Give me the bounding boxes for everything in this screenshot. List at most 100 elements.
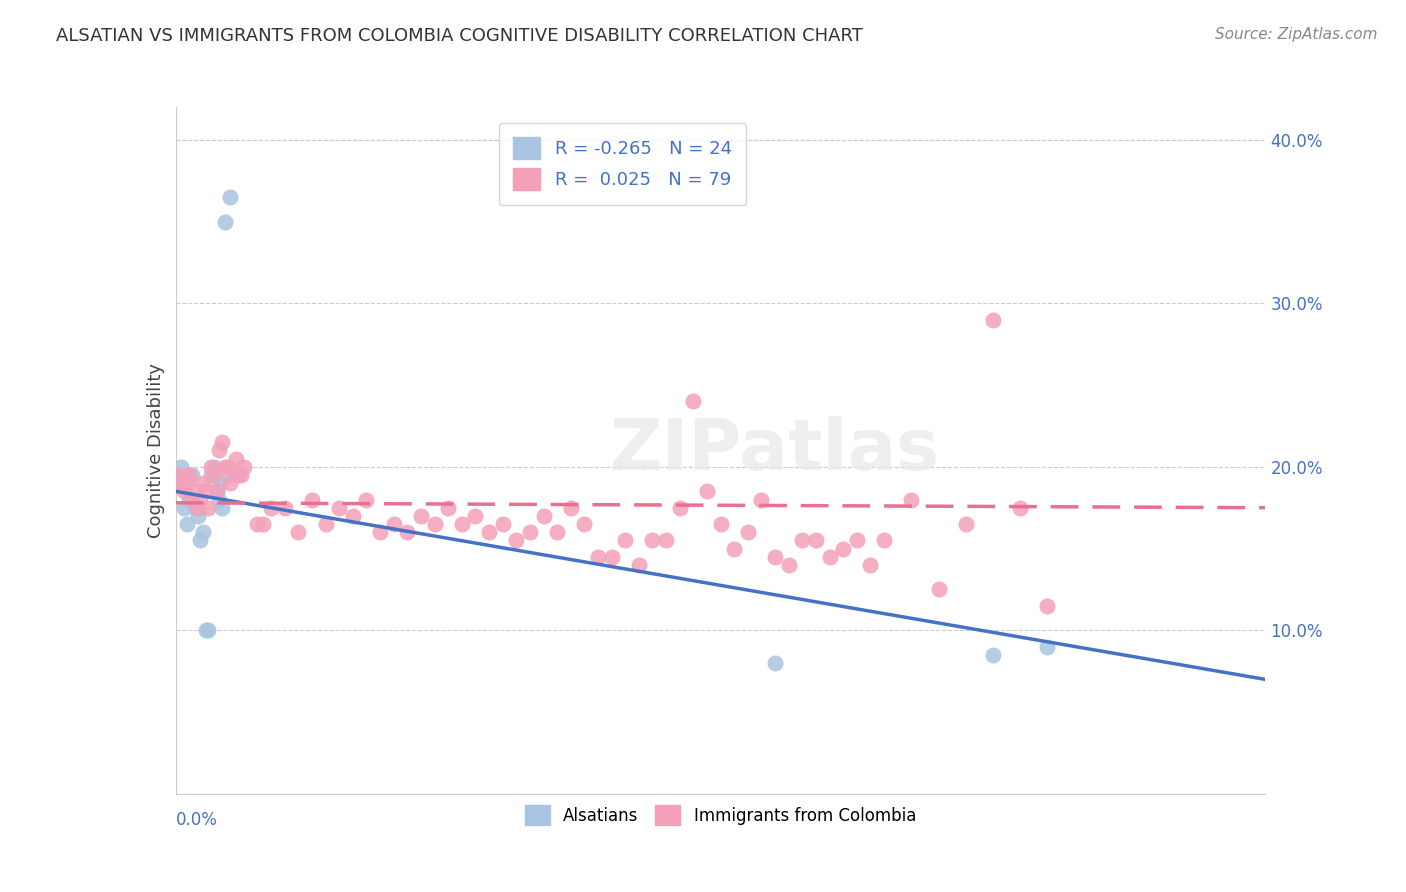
Point xyxy=(217,459,239,474)
Point xyxy=(232,459,254,474)
Point xyxy=(492,516,515,531)
Point xyxy=(763,549,786,564)
Text: Source: ZipAtlas.com: Source: ZipAtlas.com xyxy=(1215,27,1378,42)
Point xyxy=(342,508,364,523)
Point xyxy=(546,525,568,540)
Text: 0.0%: 0.0% xyxy=(176,811,218,829)
Point xyxy=(478,525,501,540)
Point xyxy=(574,516,596,531)
Point xyxy=(188,492,211,507)
Point xyxy=(287,525,309,540)
Point xyxy=(315,516,337,531)
Text: ALSATIAN VS IMMIGRANTS FROM COLOMBIA COGNITIVE DISABILITY CORRELATION CHART: ALSATIAN VS IMMIGRANTS FROM COLOMBIA COG… xyxy=(56,27,863,45)
Point xyxy=(194,484,217,499)
Point xyxy=(955,516,977,531)
Point xyxy=(170,476,193,491)
Point xyxy=(818,549,841,564)
Point xyxy=(246,516,269,531)
Point xyxy=(519,525,541,540)
Point xyxy=(423,516,446,531)
Point xyxy=(586,549,609,564)
Point xyxy=(723,541,745,556)
Point xyxy=(208,476,231,491)
Point xyxy=(214,214,236,228)
Point xyxy=(845,533,868,548)
Point xyxy=(873,533,896,548)
Point xyxy=(191,476,214,491)
Point xyxy=(274,500,297,515)
Point xyxy=(197,500,219,515)
Point xyxy=(217,467,239,482)
Point xyxy=(832,541,855,556)
Point xyxy=(409,508,432,523)
Point xyxy=(1036,640,1059,654)
Point xyxy=(219,476,242,491)
Point xyxy=(208,492,231,507)
Point xyxy=(928,582,950,597)
Point xyxy=(804,533,827,548)
Point xyxy=(211,435,233,450)
Point xyxy=(859,558,882,572)
Point xyxy=(173,484,195,499)
Point xyxy=(464,508,486,523)
Point xyxy=(184,484,207,499)
Point xyxy=(641,533,664,548)
Point xyxy=(202,459,225,474)
Point xyxy=(900,492,922,507)
Point xyxy=(1036,599,1059,613)
Point xyxy=(219,190,242,204)
Point xyxy=(181,492,204,507)
Text: ZIPatlas: ZIPatlas xyxy=(610,416,941,485)
Point xyxy=(368,525,391,540)
Point xyxy=(225,451,247,466)
Point xyxy=(668,500,690,515)
Point xyxy=(328,500,350,515)
Point xyxy=(981,648,1004,662)
Point xyxy=(188,533,211,548)
Point xyxy=(356,492,378,507)
Point xyxy=(197,624,219,638)
Point xyxy=(252,516,274,531)
Point xyxy=(682,394,704,409)
Point xyxy=(186,500,209,515)
Point xyxy=(614,533,637,548)
Point xyxy=(301,492,323,507)
Point xyxy=(181,467,204,482)
Point xyxy=(211,500,233,515)
Point xyxy=(191,525,214,540)
Point xyxy=(167,467,190,482)
Point xyxy=(184,500,207,515)
Point xyxy=(437,500,460,515)
Point xyxy=(186,508,209,523)
Point xyxy=(778,558,800,572)
Point xyxy=(792,533,814,548)
Point xyxy=(228,467,250,482)
Point xyxy=(627,558,650,572)
Point xyxy=(231,467,253,482)
Point xyxy=(981,312,1004,326)
Point xyxy=(260,500,283,515)
Point xyxy=(1010,500,1032,515)
Point xyxy=(751,492,773,507)
Point xyxy=(202,467,225,482)
Point xyxy=(396,525,419,540)
Point xyxy=(600,549,623,564)
Point xyxy=(205,484,228,499)
Point xyxy=(560,500,582,515)
Point xyxy=(763,656,786,670)
Legend: Alsatians, Immigrants from Colombia: Alsatians, Immigrants from Colombia xyxy=(516,797,925,834)
Point xyxy=(737,525,759,540)
Point xyxy=(505,533,527,548)
Point xyxy=(696,484,718,499)
Point xyxy=(214,459,236,474)
Point xyxy=(194,624,217,638)
Point xyxy=(200,459,222,474)
Point xyxy=(655,533,678,548)
Point xyxy=(450,516,472,531)
Point xyxy=(208,443,231,458)
Point xyxy=(176,476,198,491)
Point xyxy=(170,459,193,474)
Point xyxy=(179,467,201,482)
Point xyxy=(710,516,733,531)
Point xyxy=(382,516,405,531)
